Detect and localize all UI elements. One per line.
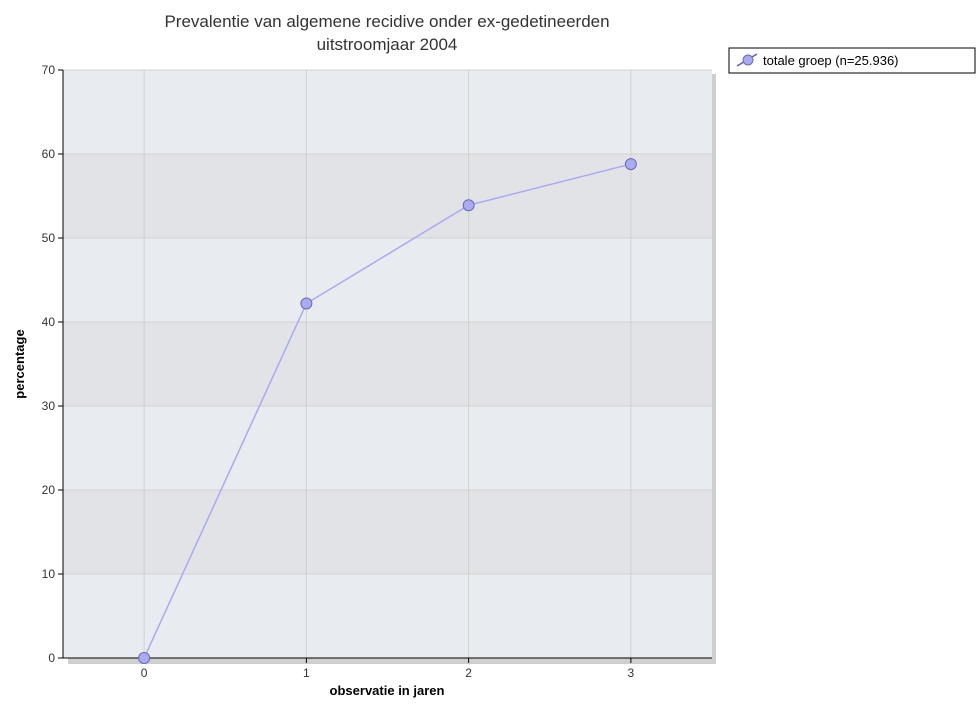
series-line	[143, 163, 632, 659]
y-tick-label: 30	[42, 399, 56, 413]
plot-band	[63, 490, 712, 574]
y-tick-label: 70	[42, 63, 56, 77]
data-point	[624, 158, 637, 171]
y-axis-ticks: 0 10 20 30 40 50 60 70	[42, 63, 63, 665]
plot-band	[63, 322, 712, 406]
legend: totale groep (n=25.936)	[728, 47, 976, 74]
data-point	[300, 297, 313, 310]
y-axis-title: percentage	[12, 329, 27, 398]
plot-background-bands	[63, 70, 712, 658]
y-tick-label: 60	[42, 147, 56, 161]
x-tick-label: 1	[303, 666, 310, 680]
data-point	[138, 652, 151, 664]
data-point	[462, 199, 475, 212]
y-tick-label: 10	[42, 567, 56, 581]
y-tick-label: 20	[42, 483, 56, 497]
x-axis-title: observatie in jaren	[330, 683, 445, 698]
y-tick-label: 0	[48, 651, 55, 665]
legend-box	[728, 47, 976, 74]
y-tick-label: 40	[42, 315, 56, 329]
legend-label: totale groep (n=25.936)	[763, 53, 899, 68]
plot-band	[63, 70, 712, 154]
plot-band	[63, 574, 712, 658]
chart-title-line-2: uitstroomjaar 2004	[317, 35, 458, 54]
x-tick-label: 2	[465, 666, 472, 680]
plot-band	[63, 406, 712, 490]
legend-swatch-marker	[742, 54, 754, 66]
series-totale-groep	[138, 158, 637, 664]
plot-band	[63, 238, 712, 322]
x-tick-label: 0	[141, 666, 148, 680]
plot-area	[62, 69, 716, 664]
y-tick-label: 50	[42, 231, 56, 245]
grid-lines	[63, 69, 712, 658]
chart-title-line-1: Prevalentie van algemene recidive onder …	[164, 12, 609, 31]
x-tick-label: 3	[628, 666, 635, 680]
plot-band	[63, 154, 712, 238]
